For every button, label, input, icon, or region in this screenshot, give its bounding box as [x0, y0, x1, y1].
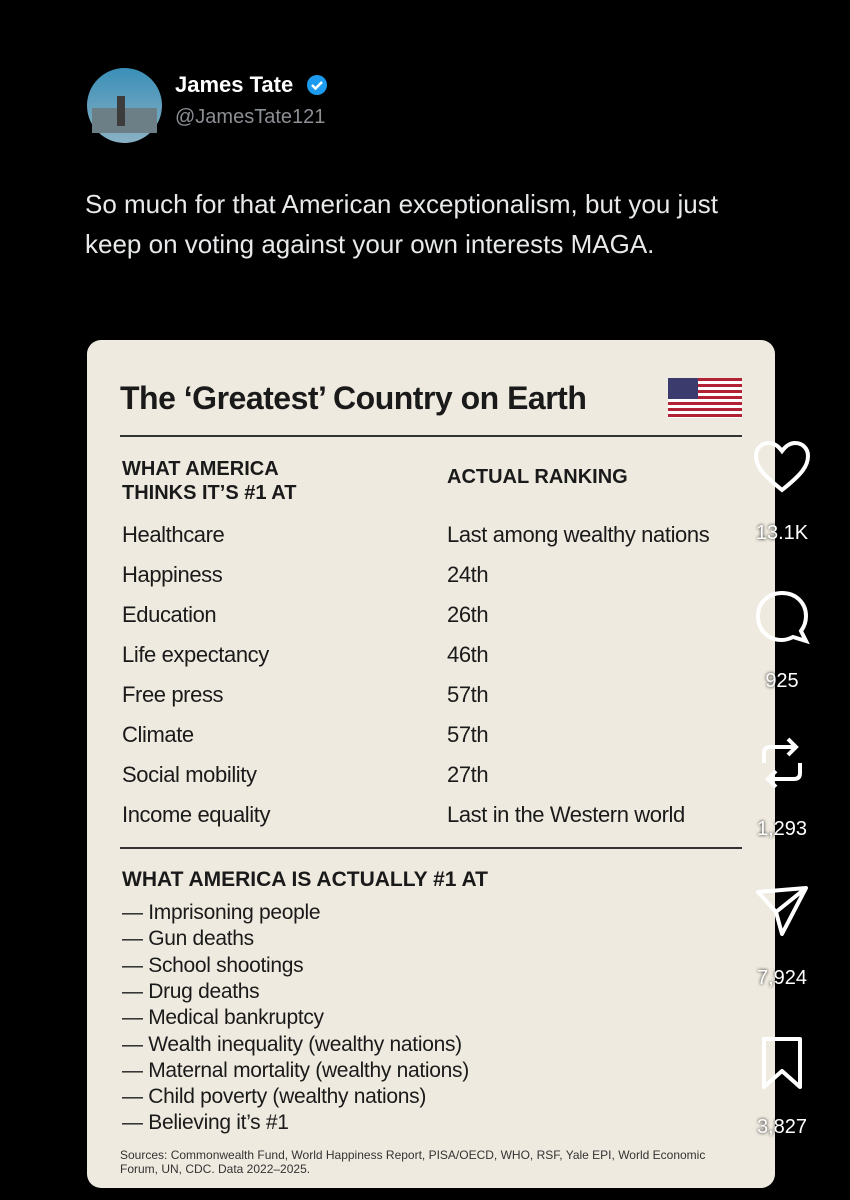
row-ranking: 57th — [447, 682, 489, 707]
save-count: 3,827 — [756, 1116, 808, 1138]
row-label: Healthcare — [122, 522, 225, 547]
row-ranking: 46th — [447, 642, 489, 667]
comment-count: 925 — [765, 670, 799, 692]
list-item: — Wealth inequality (wealthy nations) — [122, 1032, 462, 1056]
row-label: Free press — [122, 682, 224, 707]
infographic-card: The ‘Greatest’ Country on Earth WHAT AME… — [87, 340, 775, 1188]
divider — [120, 847, 742, 849]
row-label: Income equality — [122, 802, 271, 827]
save-icon[interactable] — [752, 1033, 812, 1093]
list-item: — Imprisoning people — [122, 901, 321, 924]
repost-icon[interactable] — [752, 733, 812, 793]
column-header: WHAT AMERICA THINKS IT’S #1 AT — [122, 458, 297, 504]
row-ranking: 27th — [447, 762, 489, 787]
list-item: — School shootings — [122, 953, 304, 977]
author-name[interactable]: James Tate — [175, 72, 294, 97]
us-flag — [668, 378, 742, 418]
row-label: Education — [122, 602, 217, 627]
row-label: Happiness — [122, 562, 223, 587]
section-title: WHAT AMERICA IS ACTUALLY #1 AT — [122, 868, 488, 891]
column-header: ACTUAL RANKING — [447, 466, 628, 488]
sources: Sources: Commonwealth Fund, World Happin… — [120, 1148, 706, 1176]
post-text: So much for that American exceptionalism… — [85, 189, 718, 259]
row-label: Social mobility — [122, 762, 257, 787]
divider — [120, 435, 742, 437]
repost-count: 1,293 — [756, 818, 808, 840]
row-ranking: Last among wealthy nations — [447, 522, 710, 547]
row-ranking: Last in the Western world — [447, 802, 685, 827]
list-item: — Child poverty (wealthy nations) — [122, 1085, 427, 1109]
row-label: Life expectancy — [122, 642, 269, 667]
card-title: The ‘Greatest’ Country on Earth — [120, 380, 587, 416]
list-item: — Medical bankruptcy — [122, 1006, 324, 1030]
like-icon[interactable] — [752, 438, 812, 498]
row-ranking: 26th — [447, 602, 489, 627]
author-handle[interactable]: @JamesTate121 — [175, 106, 326, 128]
list-item: — Believing it’s #1 — [122, 1111, 289, 1135]
share-icon[interactable] — [752, 882, 812, 942]
avatar[interactable] — [87, 68, 162, 143]
row-label: Climate — [122, 722, 194, 747]
verified-badge — [307, 75, 327, 95]
list-item: — Gun deaths — [122, 927, 254, 951]
share-count: 7,924 — [756, 967, 808, 989]
row-ranking: 57th — [447, 722, 489, 747]
comment-icon[interactable] — [752, 588, 812, 648]
row-ranking: 24th — [447, 562, 489, 587]
list-item: — Drug deaths — [122, 979, 260, 1003]
list-item: — Maternal mortality (wealthy nations) — [122, 1058, 469, 1082]
like-count: 13.1K — [755, 522, 809, 544]
